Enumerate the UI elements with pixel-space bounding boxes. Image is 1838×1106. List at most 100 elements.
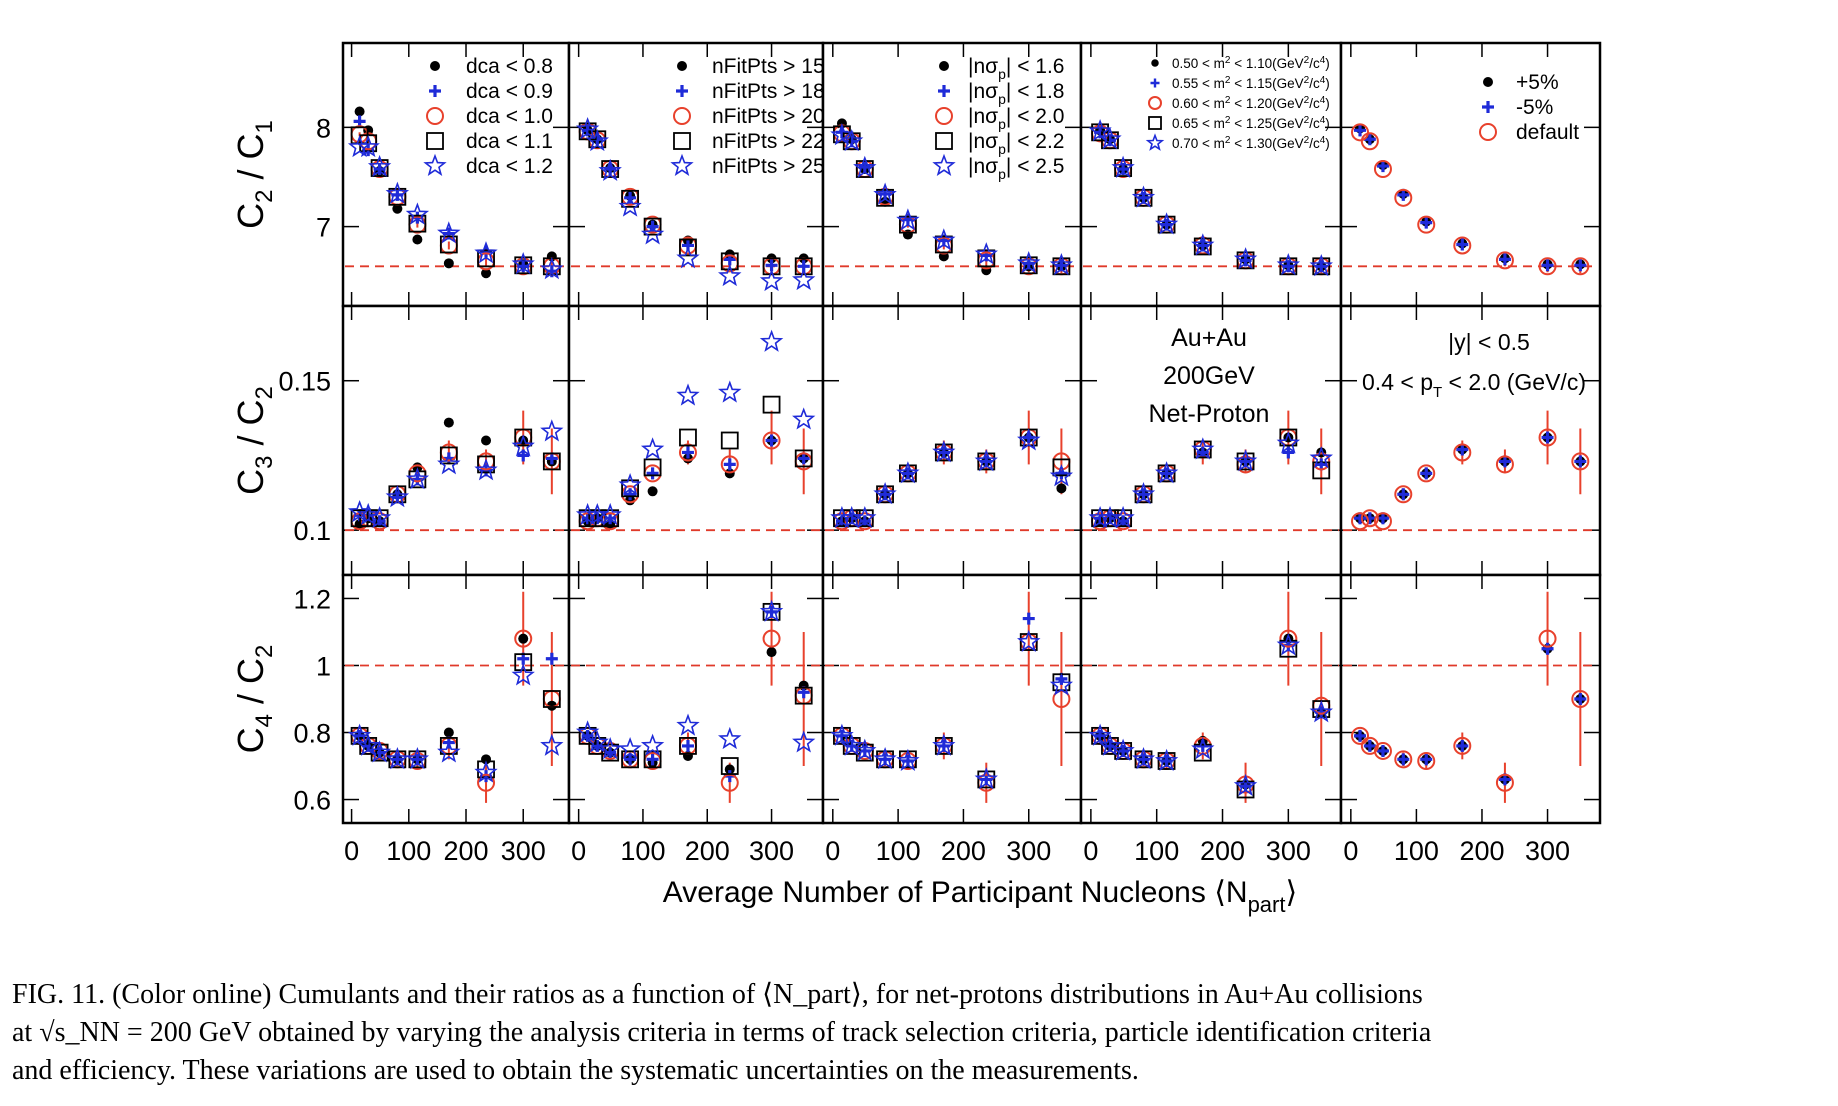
y-tick-label: 1.2	[293, 584, 331, 614]
legend-label: dca < 1.1	[466, 130, 553, 153]
panel-frame	[1339, 41, 1602, 308]
marker-dot	[766, 647, 777, 658]
legend-label: nFitPts > 20	[712, 105, 825, 128]
y-tick-label: 0.8	[293, 719, 331, 749]
marker-plus	[1363, 512, 1376, 525]
series-5	[830, 629, 1074, 790]
x-tick-label: 100	[1394, 836, 1439, 866]
panel-r3-c1	[341, 573, 571, 825]
marker-star	[585, 129, 609, 152]
marker-dot	[443, 258, 454, 269]
marker-circle	[1373, 160, 1392, 179]
marker-circle	[1351, 726, 1370, 745]
marker-plus	[1456, 443, 1469, 456]
legend-marker	[676, 85, 688, 97]
marker-plus	[723, 458, 736, 471]
marker-star	[1309, 700, 1333, 723]
marker-star	[1049, 464, 1074, 487]
marker-star	[540, 733, 564, 756]
legend-marker	[426, 132, 444, 150]
marker-plus	[1420, 753, 1433, 766]
series-5	[1088, 633, 1333, 797]
legend-label: -5%	[1516, 96, 1553, 119]
marker-plus	[1574, 455, 1587, 468]
marker-square	[621, 750, 639, 769]
marker-star	[853, 505, 877, 529]
marker-square	[408, 214, 427, 233]
panel-r3-c4	[1079, 573, 1343, 825]
marker-plus	[858, 161, 871, 174]
marker-star	[1049, 253, 1074, 276]
marker-dot	[481, 268, 492, 279]
marker-circle	[1351, 123, 1370, 142]
marker-dot	[481, 435, 492, 446]
marker-square	[514, 653, 533, 672]
marker-star	[1191, 737, 1215, 760]
legend-marker	[1483, 77, 1493, 87]
marker-circle	[1394, 188, 1413, 207]
marker-circle	[1373, 512, 1392, 531]
legend-label: nFitPts > 25	[712, 155, 825, 178]
legend-label: default	[1516, 121, 1579, 144]
marker-plus	[545, 452, 558, 465]
marker-square	[720, 431, 739, 450]
marker-plus	[1574, 693, 1587, 705]
marker-circle	[1394, 485, 1413, 504]
caption-line-2: at √s_NN = 200 GeV obtained by varying t…	[12, 1017, 1432, 1048]
legend-marker	[670, 153, 694, 176]
marker-star	[792, 730, 816, 753]
marker-star	[474, 760, 498, 783]
marker-square	[621, 479, 639, 498]
panel-r2-c2	[567, 304, 825, 577]
series-2	[1354, 431, 1587, 525]
marker-square	[621, 189, 639, 208]
panel-frame	[341, 304, 571, 577]
marker-star	[896, 461, 920, 484]
legend-label: |nσp| < 2.5	[968, 155, 1065, 182]
marker-square	[439, 446, 458, 465]
marker-square	[643, 458, 662, 477]
caption-line-3: and efficiency. These variations are use…	[12, 1055, 1139, 1086]
marker-plus	[545, 652, 558, 665]
marker-dot	[412, 234, 423, 245]
series-5	[347, 134, 564, 280]
marker-circle	[1394, 750, 1413, 769]
x-tick-label: 200	[1459, 836, 1504, 866]
legend-marker	[935, 132, 953, 150]
rapidity-cut: |y| < 0.5	[1448, 329, 1530, 355]
legend-label: dca < 1.0	[466, 105, 553, 128]
marker-star	[932, 228, 956, 251]
series-5	[575, 117, 816, 292]
x-tick-label: 0	[1343, 836, 1358, 866]
series-4	[578, 602, 813, 775]
marker-square	[643, 750, 662, 769]
marker-square	[720, 252, 739, 271]
marker-star	[511, 434, 535, 457]
marker-square	[679, 238, 697, 257]
y-tick-label: 0.1	[293, 516, 331, 546]
marker-circle	[1571, 690, 1590, 708]
marker-circle	[762, 431, 781, 450]
marker-plus	[1498, 455, 1511, 468]
panel-r1-c2	[567, 41, 825, 308]
panel-frame	[821, 304, 1083, 577]
marker-star	[437, 221, 461, 244]
x-tick-label: 0	[571, 836, 586, 866]
legend-label: |nσp| < 2.0	[968, 105, 1065, 132]
marker-star	[367, 505, 392, 529]
marker-square	[762, 395, 781, 414]
caption-line-1: FIG. 11. (Color online) Cumulants and th…	[12, 979, 1423, 1010]
marker-dot	[546, 700, 557, 711]
legend-label: 0.60 < m2 < 1.20(GeV2/c4)	[1172, 95, 1330, 111]
marker-star	[356, 502, 380, 526]
marker-circle	[1417, 464, 1436, 483]
marker-plus	[1456, 238, 1469, 251]
marker-plus	[480, 245, 493, 258]
marker-square	[542, 452, 561, 471]
x-tick-label: 200	[1200, 836, 1245, 866]
marker-plus	[1541, 259, 1554, 272]
marker-star	[1309, 446, 1333, 469]
y-tick-label: 1	[316, 651, 331, 681]
marker-star	[367, 154, 392, 177]
marker-circle	[1453, 736, 1472, 755]
